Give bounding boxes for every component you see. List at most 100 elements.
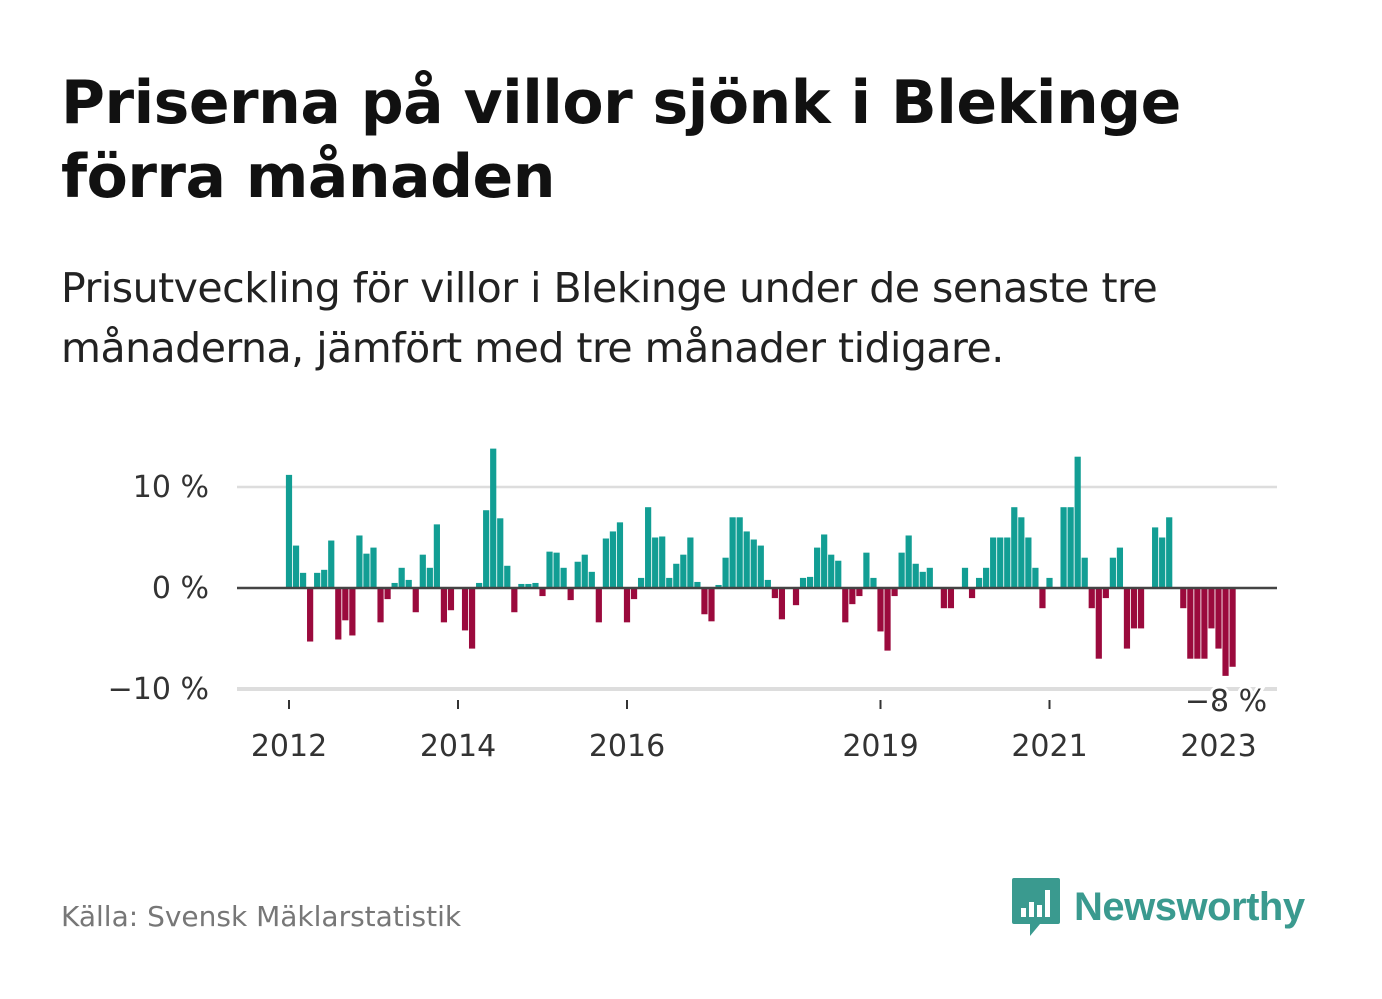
bar	[433, 524, 440, 588]
bar	[1025, 537, 1032, 588]
bar	[1004, 537, 1011, 588]
bar	[602, 538, 609, 588]
bar	[391, 582, 398, 588]
bar	[1039, 588, 1046, 609]
bar	[440, 588, 448, 623]
bar	[983, 567, 990, 588]
y-tick-label: 0 %	[152, 571, 209, 606]
axes: 10 % 0 % −10 % 2012 2014 2016 2019 2021 2023 −8 %	[108, 470, 1277, 764]
bar	[877, 588, 884, 632]
bar	[997, 537, 1004, 588]
bar	[905, 535, 912, 588]
bar	[497, 518, 504, 588]
bar	[1102, 588, 1109, 599]
y-tick-label: 10 %	[133, 470, 209, 505]
bar	[975, 577, 983, 588]
bar	[1152, 527, 1159, 588]
chart-title: Priserna på villor sjönk i Blekinge förr…	[61, 68, 1181, 212]
bar	[1130, 588, 1138, 629]
bar	[419, 554, 426, 588]
bar	[764, 579, 771, 588]
bar	[722, 557, 729, 588]
bar	[870, 577, 877, 588]
bar	[926, 567, 933, 588]
bar	[666, 577, 673, 588]
brand-logo: Newsworthy	[1010, 874, 1305, 940]
bar	[1060, 507, 1067, 588]
bar	[708, 588, 715, 622]
bar	[483, 510, 490, 588]
bar	[490, 448, 497, 588]
bar	[335, 588, 342, 640]
bar	[623, 588, 631, 623]
bar	[968, 588, 976, 599]
bar	[567, 588, 574, 601]
bar	[356, 535, 363, 588]
bar	[1067, 507, 1074, 588]
bar	[1081, 557, 1088, 588]
bar	[814, 547, 821, 588]
bar	[1011, 507, 1018, 588]
bar	[715, 584, 722, 588]
x-tick-label: 2016	[589, 729, 665, 764]
newsworthy-logo-icon	[1012, 878, 1060, 936]
bar	[673, 563, 680, 588]
x-tick-label: 2021	[1011, 729, 1087, 764]
bar	[1018, 517, 1025, 588]
bar	[856, 588, 863, 597]
bar	[398, 567, 405, 588]
bar	[461, 588, 469, 631]
bar	[645, 507, 652, 588]
x-tick-label: 2023	[1180, 729, 1256, 764]
bar	[898, 552, 905, 588]
bar	[609, 531, 617, 588]
bar	[1166, 517, 1173, 588]
bar	[468, 588, 476, 649]
bar	[314, 572, 321, 588]
last-value-annotation: −8 %	[1185, 684, 1267, 719]
bar	[1201, 588, 1208, 659]
bar	[1208, 588, 1215, 629]
bar	[525, 583, 532, 588]
bar	[835, 560, 842, 588]
bar	[1159, 537, 1166, 588]
bar	[1095, 588, 1102, 659]
bar	[1229, 588, 1236, 667]
grid-lines	[237, 485, 1277, 691]
bar	[285, 474, 293, 588]
bar	[405, 579, 412, 588]
brand-name: Newsworthy	[1074, 884, 1305, 929]
bar	[321, 569, 328, 588]
bar	[687, 537, 694, 588]
bar	[637, 577, 645, 588]
bar	[1180, 588, 1187, 609]
bar	[349, 588, 356, 636]
bar	[1074, 456, 1081, 588]
bar	[891, 588, 898, 597]
bar	[546, 551, 553, 588]
bar	[828, 554, 835, 588]
bar	[912, 563, 919, 588]
bar	[1137, 588, 1145, 629]
bar	[1032, 567, 1039, 588]
bar	[743, 531, 750, 588]
bar	[447, 588, 455, 611]
bar	[630, 588, 638, 600]
bar	[560, 567, 567, 588]
bar	[370, 547, 377, 588]
bar	[652, 537, 659, 588]
bar	[940, 588, 947, 609]
bar	[476, 582, 483, 588]
y-tick-label: −10 %	[108, 672, 209, 707]
bar	[792, 588, 800, 606]
bar	[680, 554, 687, 588]
x-tick-label: 2012	[251, 729, 327, 764]
x-tick-label: 2014	[420, 729, 496, 764]
bar	[1116, 547, 1124, 588]
bar	[426, 567, 433, 588]
bar	[694, 581, 701, 588]
bar	[821, 534, 828, 588]
bar	[1215, 588, 1222, 649]
bar	[1123, 588, 1131, 649]
